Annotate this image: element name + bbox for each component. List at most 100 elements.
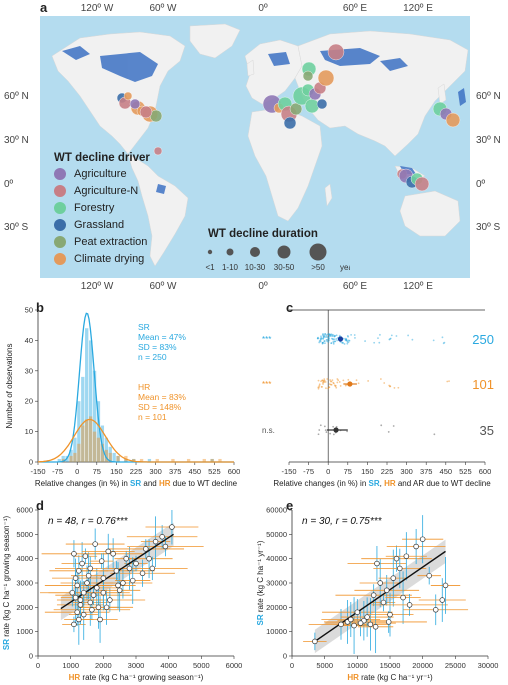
x-tick-label: 450 [440, 467, 453, 476]
site-marker [302, 70, 314, 82]
jitter-point [336, 339, 338, 342]
lat-label-left: 30º S [4, 222, 29, 233]
y-tick-label: 4000 [16, 554, 33, 563]
jitter-point [380, 424, 383, 427]
x-tick-label: 225 [381, 467, 394, 476]
hr-hist-bar [85, 419, 89, 462]
jitter-point [324, 381, 327, 383]
duration-unit: years [340, 263, 350, 272]
hr-stat-text: SD = 148% [138, 402, 182, 412]
data-point [110, 551, 116, 557]
data-point [74, 582, 80, 589]
mean-point [347, 381, 353, 387]
sr-hist-bar [73, 437, 77, 462]
jitter-point [347, 378, 350, 381]
sr-density-curve [38, 312, 234, 463]
hr-density-curve [38, 418, 234, 463]
y-tick-label: 2000 [16, 603, 33, 612]
y-tick-label: 0 [29, 652, 33, 661]
data-point [80, 611, 87, 618]
hr-hist-bar [81, 425, 85, 462]
x-tick-label: 20000 [412, 661, 433, 670]
jitter-point [342, 337, 345, 340]
jitter-point [328, 383, 331, 386]
data-point [97, 616, 103, 623]
hr-hist-bar [108, 452, 112, 462]
jitter-point [318, 386, 320, 388]
x-tick-label: 30000 [478, 661, 499, 670]
histogram-panel-b: -150 -75 0 75 150 225 300 375 450 525 600 0 10 20 30 40… [5, 306, 240, 489]
data-point [76, 568, 82, 574]
jitter-point [367, 380, 370, 382]
data-point [400, 594, 406, 601]
jitter-point [326, 378, 329, 380]
data-point [123, 555, 129, 562]
sr-hist-bar [57, 458, 61, 462]
driver-label: Peat extraction [74, 236, 148, 248]
lon-label-bottom: 0º [258, 281, 268, 292]
jitter-point [333, 338, 336, 341]
hr-hist-bar [96, 437, 101, 462]
jitter-point [324, 429, 327, 431]
sr-hist-bar [132, 458, 136, 462]
duration-dot [277, 245, 291, 259]
data-point [77, 597, 84, 603]
data-point [82, 553, 89, 559]
sr-hist-bar [116, 455, 120, 462]
sr-hist-bar [92, 370, 97, 462]
hr-hist-bar [77, 443, 81, 462]
data-point [105, 548, 111, 555]
data-point [129, 577, 136, 584]
hr-stat-text: Mean = 83% [138, 392, 186, 402]
data-point [338, 621, 344, 628]
driver-swatch-icon [54, 236, 66, 248]
driver-label: Forestry [74, 202, 115, 214]
sr-hist-bar [108, 446, 112, 462]
panel-letter-e: e [286, 498, 294, 513]
dotplot-panel-c: -150 -75 0 75 150 225 300 375 450 525 600 *** 250 ***… [262, 309, 494, 488]
data-point [442, 582, 449, 589]
jitter-point [357, 382, 360, 385]
lon-label-top: 60º W [149, 3, 177, 14]
duration-legend: <1 1-10 10-30 30-50 >50 years [205, 243, 350, 272]
site-marker [283, 116, 297, 130]
y-tick-label: 40000 [266, 554, 287, 563]
driver-legend-item: Grassland [54, 219, 124, 231]
jitter-point [317, 379, 320, 382]
jitter-point [321, 385, 323, 388]
panel-letter-b: b [36, 300, 44, 315]
site-marker [445, 112, 461, 128]
jitter-point [320, 335, 322, 338]
jitter-point [377, 337, 379, 340]
data-point [72, 594, 79, 601]
data-point [432, 607, 439, 613]
sr-hist-bar [112, 452, 116, 462]
jitter-point [327, 333, 330, 335]
y-tick-label: 40 [25, 336, 33, 345]
jitter-point [319, 424, 322, 427]
y-tick-label: 6000 [16, 506, 33, 515]
jitter-point [355, 379, 358, 382]
y-axis-title: SR rate (kg C ha⁻¹ growing season⁻¹) [2, 516, 11, 651]
jitter-point [329, 432, 332, 435]
data-point [77, 602, 84, 608]
data-point [100, 589, 107, 596]
data-point [107, 597, 113, 603]
y-axis-title: SR rate (kg C ha⁻¹ yr⁻¹) [256, 540, 265, 625]
hr-hist-bar [171, 458, 175, 462]
jitter-point [389, 385, 392, 388]
hr-hist-bar [186, 458, 191, 462]
hr-hist-bar [104, 449, 108, 462]
driver-legend-item: Forestry [54, 202, 114, 214]
lon-label-bottom: 120º W [80, 281, 114, 292]
x-tick-label: 0 [36, 661, 40, 670]
duration-dot [250, 247, 260, 257]
driver-swatch-icon [54, 219, 66, 231]
x-tick-label: 300 [400, 467, 413, 476]
lat-label-right: 30º N [476, 135, 501, 146]
data-point [98, 558, 105, 564]
jitter-point [336, 381, 339, 384]
data-point [113, 568, 120, 574]
site-marker [153, 146, 163, 156]
hr-stat-text: HR [138, 382, 150, 392]
